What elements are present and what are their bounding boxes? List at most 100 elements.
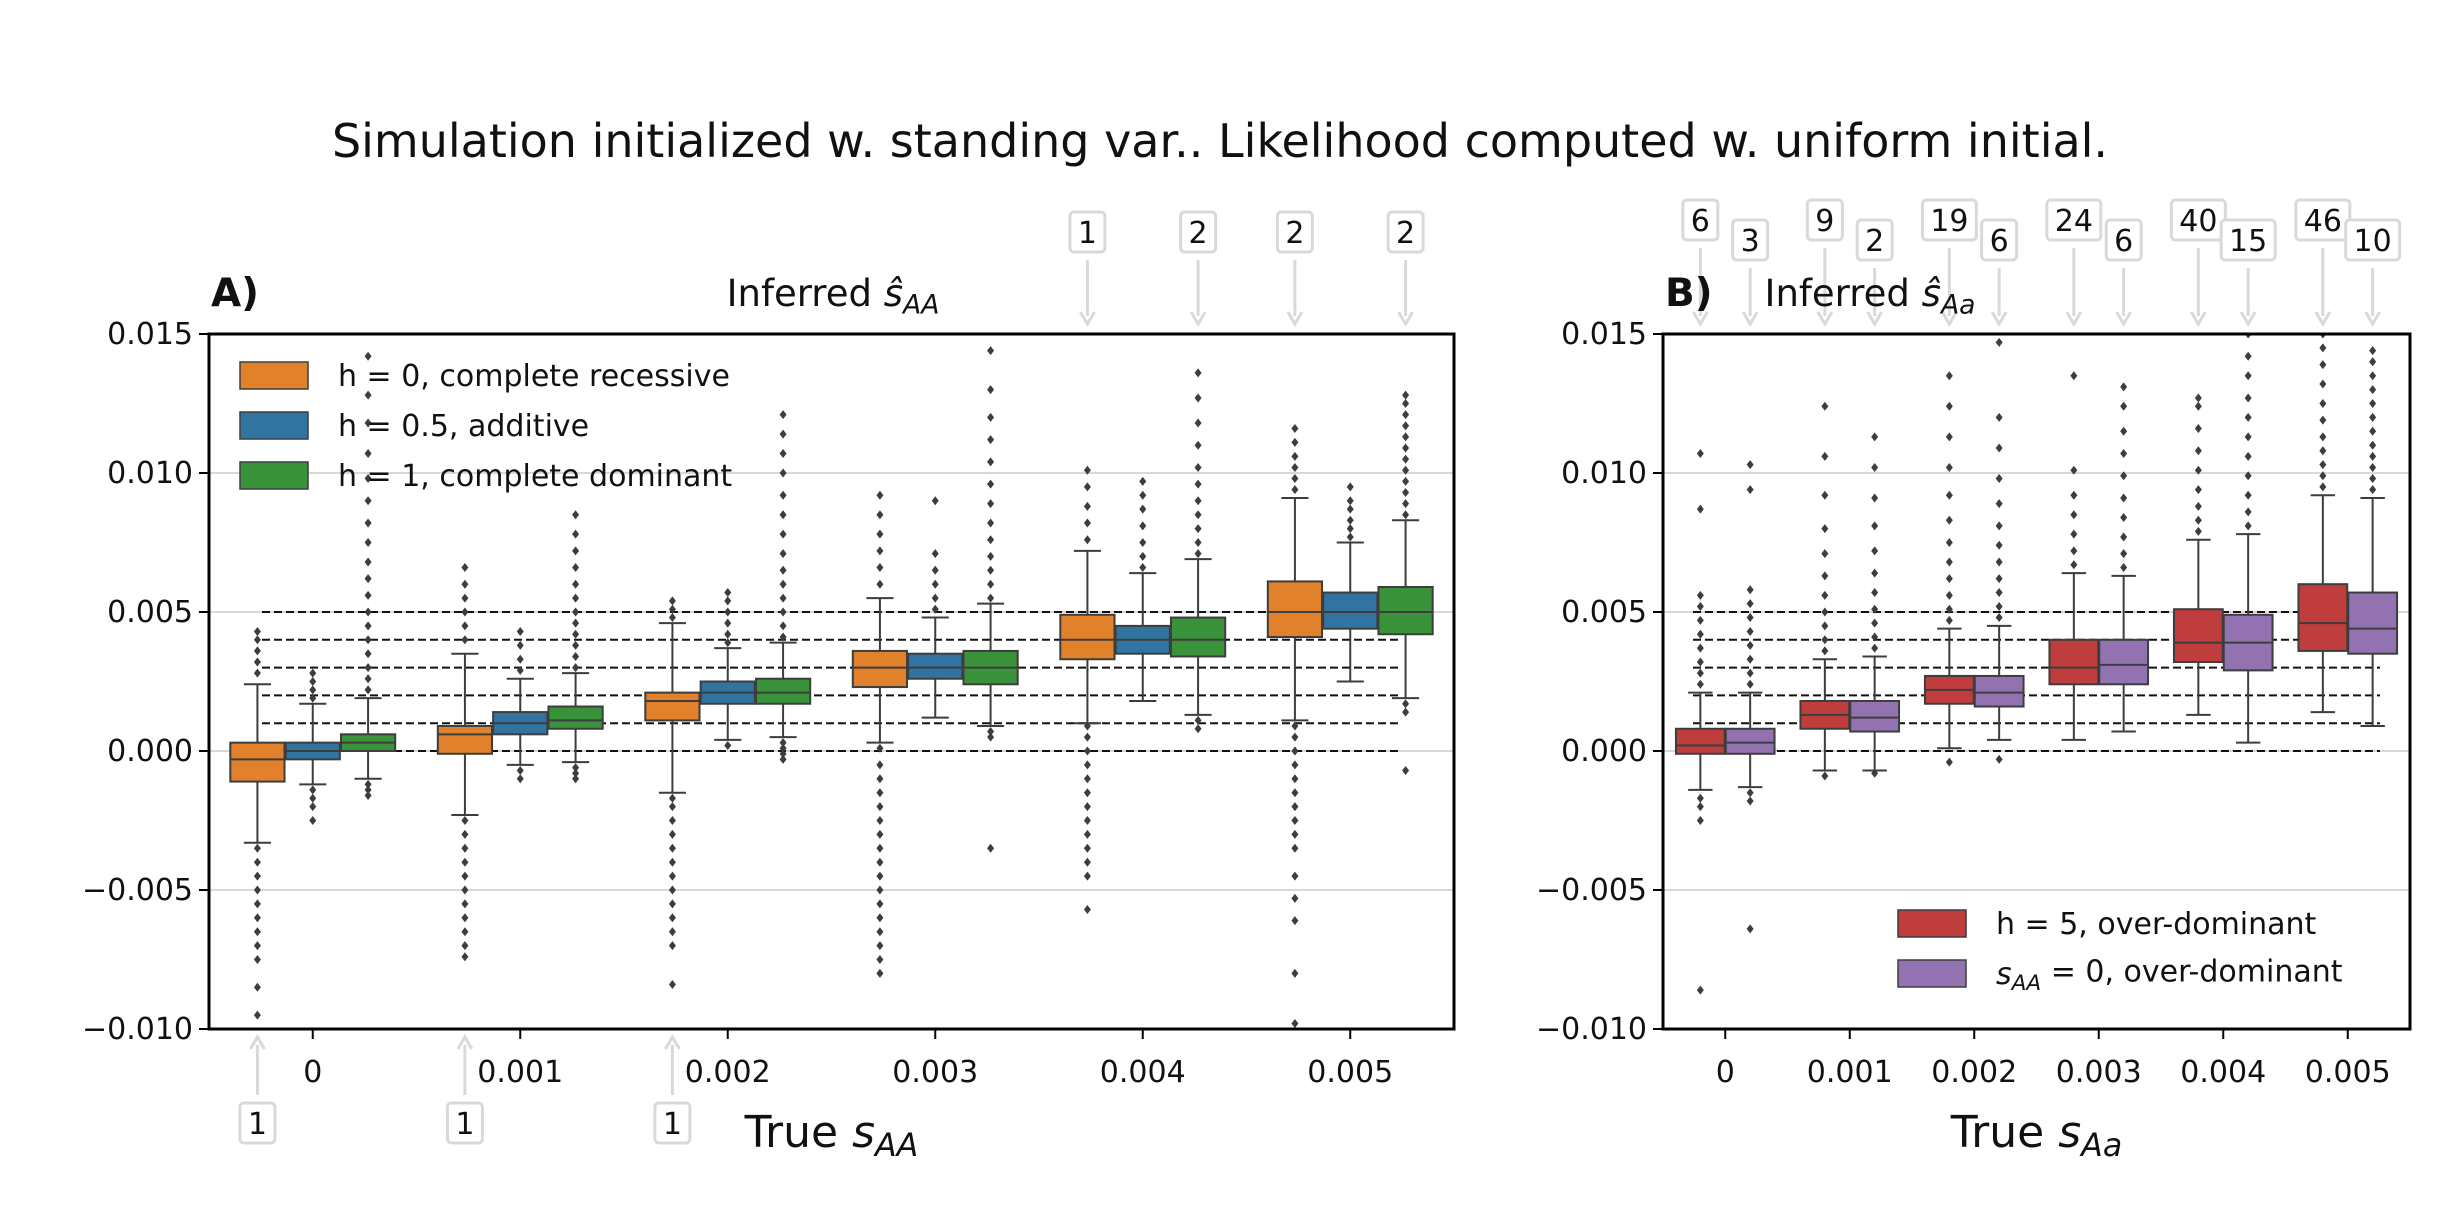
outlier-point [2369, 426, 2377, 436]
y-tick-label: 0.010 [107, 456, 193, 491]
outlier-point [1746, 668, 1754, 678]
outlier-point [987, 843, 995, 853]
outlier-point [1746, 679, 1754, 689]
outlier-point [1821, 646, 1829, 656]
outlier-point [364, 685, 372, 695]
outlier-point [1402, 765, 1410, 775]
outlier-point [1139, 551, 1147, 561]
annotation-label: 6 [1691, 204, 1710, 239]
y-tick-label: −0.010 [1536, 1012, 1647, 1047]
outlier-point [876, 788, 884, 798]
annotation-label: 2 [1189, 216, 1208, 251]
outlier-point [364, 418, 372, 428]
outlier-point [1194, 549, 1202, 559]
box [436, 724, 494, 755]
annotation-label: 10 [2354, 224, 2392, 259]
box [644, 691, 701, 722]
box [229, 741, 286, 783]
outlier-point [364, 538, 372, 547]
outlier-point [724, 638, 732, 648]
outlier-point [987, 535, 995, 545]
outlier-point [668, 899, 676, 909]
outlier-point [931, 496, 939, 506]
outlier-point [779, 738, 787, 748]
outlier-point [779, 621, 787, 631]
outlier-point [876, 579, 884, 589]
outlier-point [253, 982, 261, 992]
outlier-point [1402, 707, 1410, 717]
outlier-point [876, 829, 884, 839]
outlier-point [876, 871, 884, 881]
outlier-point [1291, 760, 1299, 770]
outlier-point [2319, 446, 2327, 456]
outlier-point [2194, 526, 2202, 536]
annotation-label: 24 [2055, 204, 2093, 239]
outlier-point [1291, 746, 1299, 756]
legend-label: sAA = 0, over-dominant [1996, 955, 2343, 996]
outlier-point [876, 546, 884, 556]
outlier-point [2194, 401, 2202, 411]
annotation-label: 1 [1078, 216, 1097, 251]
outlier-point [461, 899, 469, 909]
outlier-point [1945, 604, 1953, 614]
outlier-point [668, 816, 676, 825]
legend-swatch [1897, 909, 1967, 938]
outlier-point [1945, 590, 1953, 600]
outlier-point [668, 802, 676, 812]
outlier-point [1746, 654, 1754, 664]
outlier-point [1871, 493, 1879, 503]
outlier-point [1402, 487, 1410, 497]
outlier-point [461, 563, 469, 573]
y-tick-label: −0.010 [82, 1012, 193, 1047]
outlier-point [309, 693, 317, 703]
outlier-point [987, 412, 995, 422]
legend-label: h = 0.5, additive [338, 409, 589, 444]
annotation-box [2045, 198, 2103, 242]
outlier-point [1083, 746, 1091, 756]
box [1059, 613, 1116, 661]
outlier-point [1291, 424, 1299, 434]
annotation-label: 1 [455, 1107, 474, 1142]
box [1169, 616, 1227, 658]
outlier-point [1083, 501, 1091, 511]
outlier-point [1139, 521, 1147, 531]
y-tick-label: −0.005 [1536, 873, 1647, 908]
outlier-point [2369, 440, 2377, 450]
outlier-point [1821, 590, 1829, 600]
box [2172, 608, 2224, 664]
annotation-arrowhead [1990, 311, 2008, 327]
outlier-point [2120, 401, 2128, 411]
box [547, 705, 604, 730]
outlier-point [253, 913, 261, 923]
box [2048, 638, 2100, 686]
outlier-point [1871, 632, 1879, 642]
outlier-point [1291, 774, 1299, 784]
outlier-point [1945, 490, 1953, 500]
outlier-point [1945, 401, 1953, 411]
outlier-point [1821, 451, 1829, 461]
outlier-point [1995, 574, 2003, 584]
outlier-point [876, 941, 884, 951]
outlier-point [364, 649, 372, 659]
outlier-point [461, 927, 469, 937]
outlier-point [1139, 538, 1147, 547]
legend-label: h = 5, over-dominant [1996, 907, 2317, 942]
outlier-point [2120, 471, 2128, 481]
outlier-point [364, 351, 372, 361]
outlier-point [1945, 462, 1953, 472]
x-tick-label: 0.004 [2180, 1055, 2266, 1090]
outlier-point [2319, 482, 2327, 492]
x-axis-label: True sAA [744, 1107, 919, 1164]
x-axis-label: True sAa [1950, 1107, 2122, 1164]
outlier-point [1402, 476, 1410, 486]
outlier-point [1194, 440, 1202, 450]
outlier-point [1945, 538, 1953, 547]
outlier-point [987, 518, 995, 528]
outlier-point [461, 952, 469, 962]
outlier-point [364, 496, 372, 506]
outlier-point [253, 657, 261, 667]
outlier-point [461, 816, 469, 825]
outlier-point [1746, 585, 1754, 595]
outlier-point [1821, 524, 1829, 534]
outlier-point [572, 529, 580, 539]
